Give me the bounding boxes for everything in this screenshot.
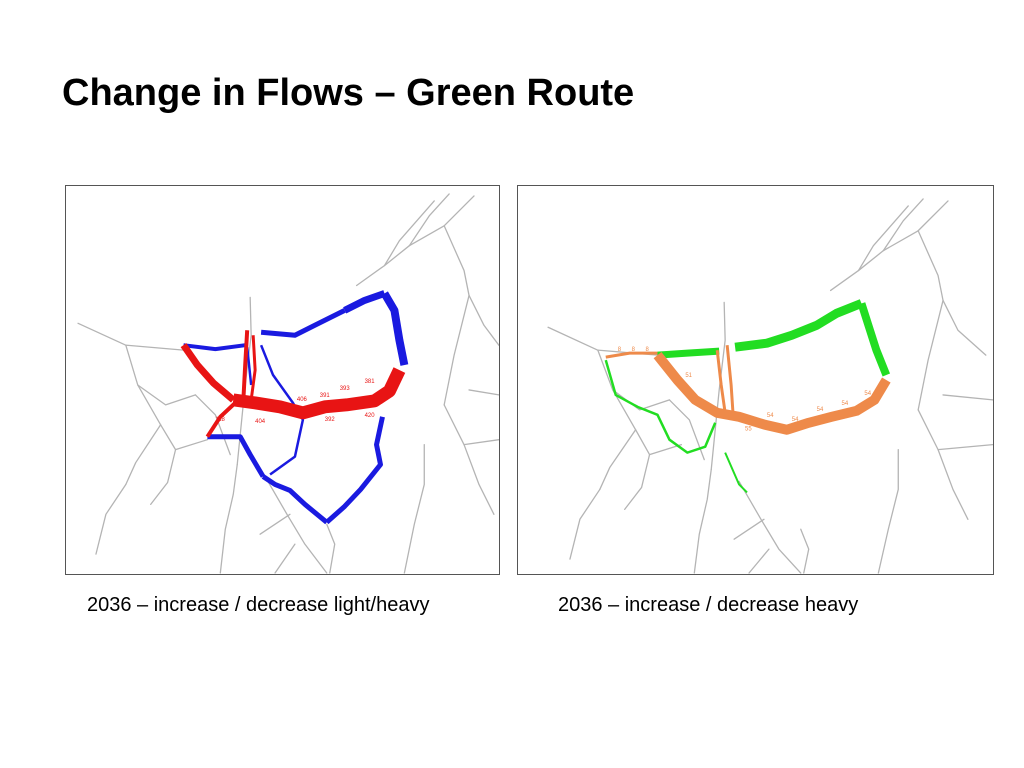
flow-label: 381 (365, 379, 376, 385)
map-caption-light-heavy: 2036 – increase / decrease light/heavy (87, 594, 430, 616)
flow-label: 118 (215, 417, 225, 423)
decrease-flow-layer (183, 290, 409, 525)
flow-label: 404 (255, 419, 266, 425)
decrease-flow-layer (604, 299, 891, 494)
flow-value-labels: 381 393 391 392 404 406 420 118 (215, 379, 375, 425)
map-light-heavy: 381 393 391 392 404 406 420 118 (77, 193, 499, 574)
flow-label: 54 (792, 417, 799, 423)
flow-label: 420 (365, 413, 376, 419)
flow-label: 54 (817, 407, 824, 413)
flow-label: 393 (340, 386, 351, 392)
map-heavy: 54 54 54 54 54 55 51 8 8 8 (547, 198, 993, 574)
flow-label: 8 (632, 347, 636, 353)
road-network (547, 198, 993, 574)
increase-flow-layer (180, 330, 406, 438)
flow-label: 54 (842, 401, 849, 407)
flow-label: 54 (864, 391, 871, 397)
map-panel-heavy: 54 54 54 54 54 55 51 8 8 8 (517, 185, 994, 575)
flow-label: 8 (618, 347, 622, 353)
flow-label: 54 (767, 413, 774, 419)
increase-flow-layer (605, 345, 891, 435)
flow-label: 51 (685, 373, 692, 379)
flow-label: 406 (297, 397, 308, 403)
flow-label: 392 (325, 417, 336, 423)
flow-label: 8 (646, 347, 650, 353)
map-caption-heavy: 2036 – increase / decrease heavy (558, 594, 859, 616)
map-panel-light-heavy: 381 393 391 392 404 406 420 118 (65, 185, 500, 575)
flow-value-labels: 54 54 54 54 54 55 51 8 8 8 (618, 347, 872, 433)
flow-label: 391 (320, 393, 331, 399)
flow-label: 55 (745, 427, 752, 433)
slide-title: Change in Flows – Green Route (62, 72, 635, 114)
road-network (77, 193, 499, 574)
